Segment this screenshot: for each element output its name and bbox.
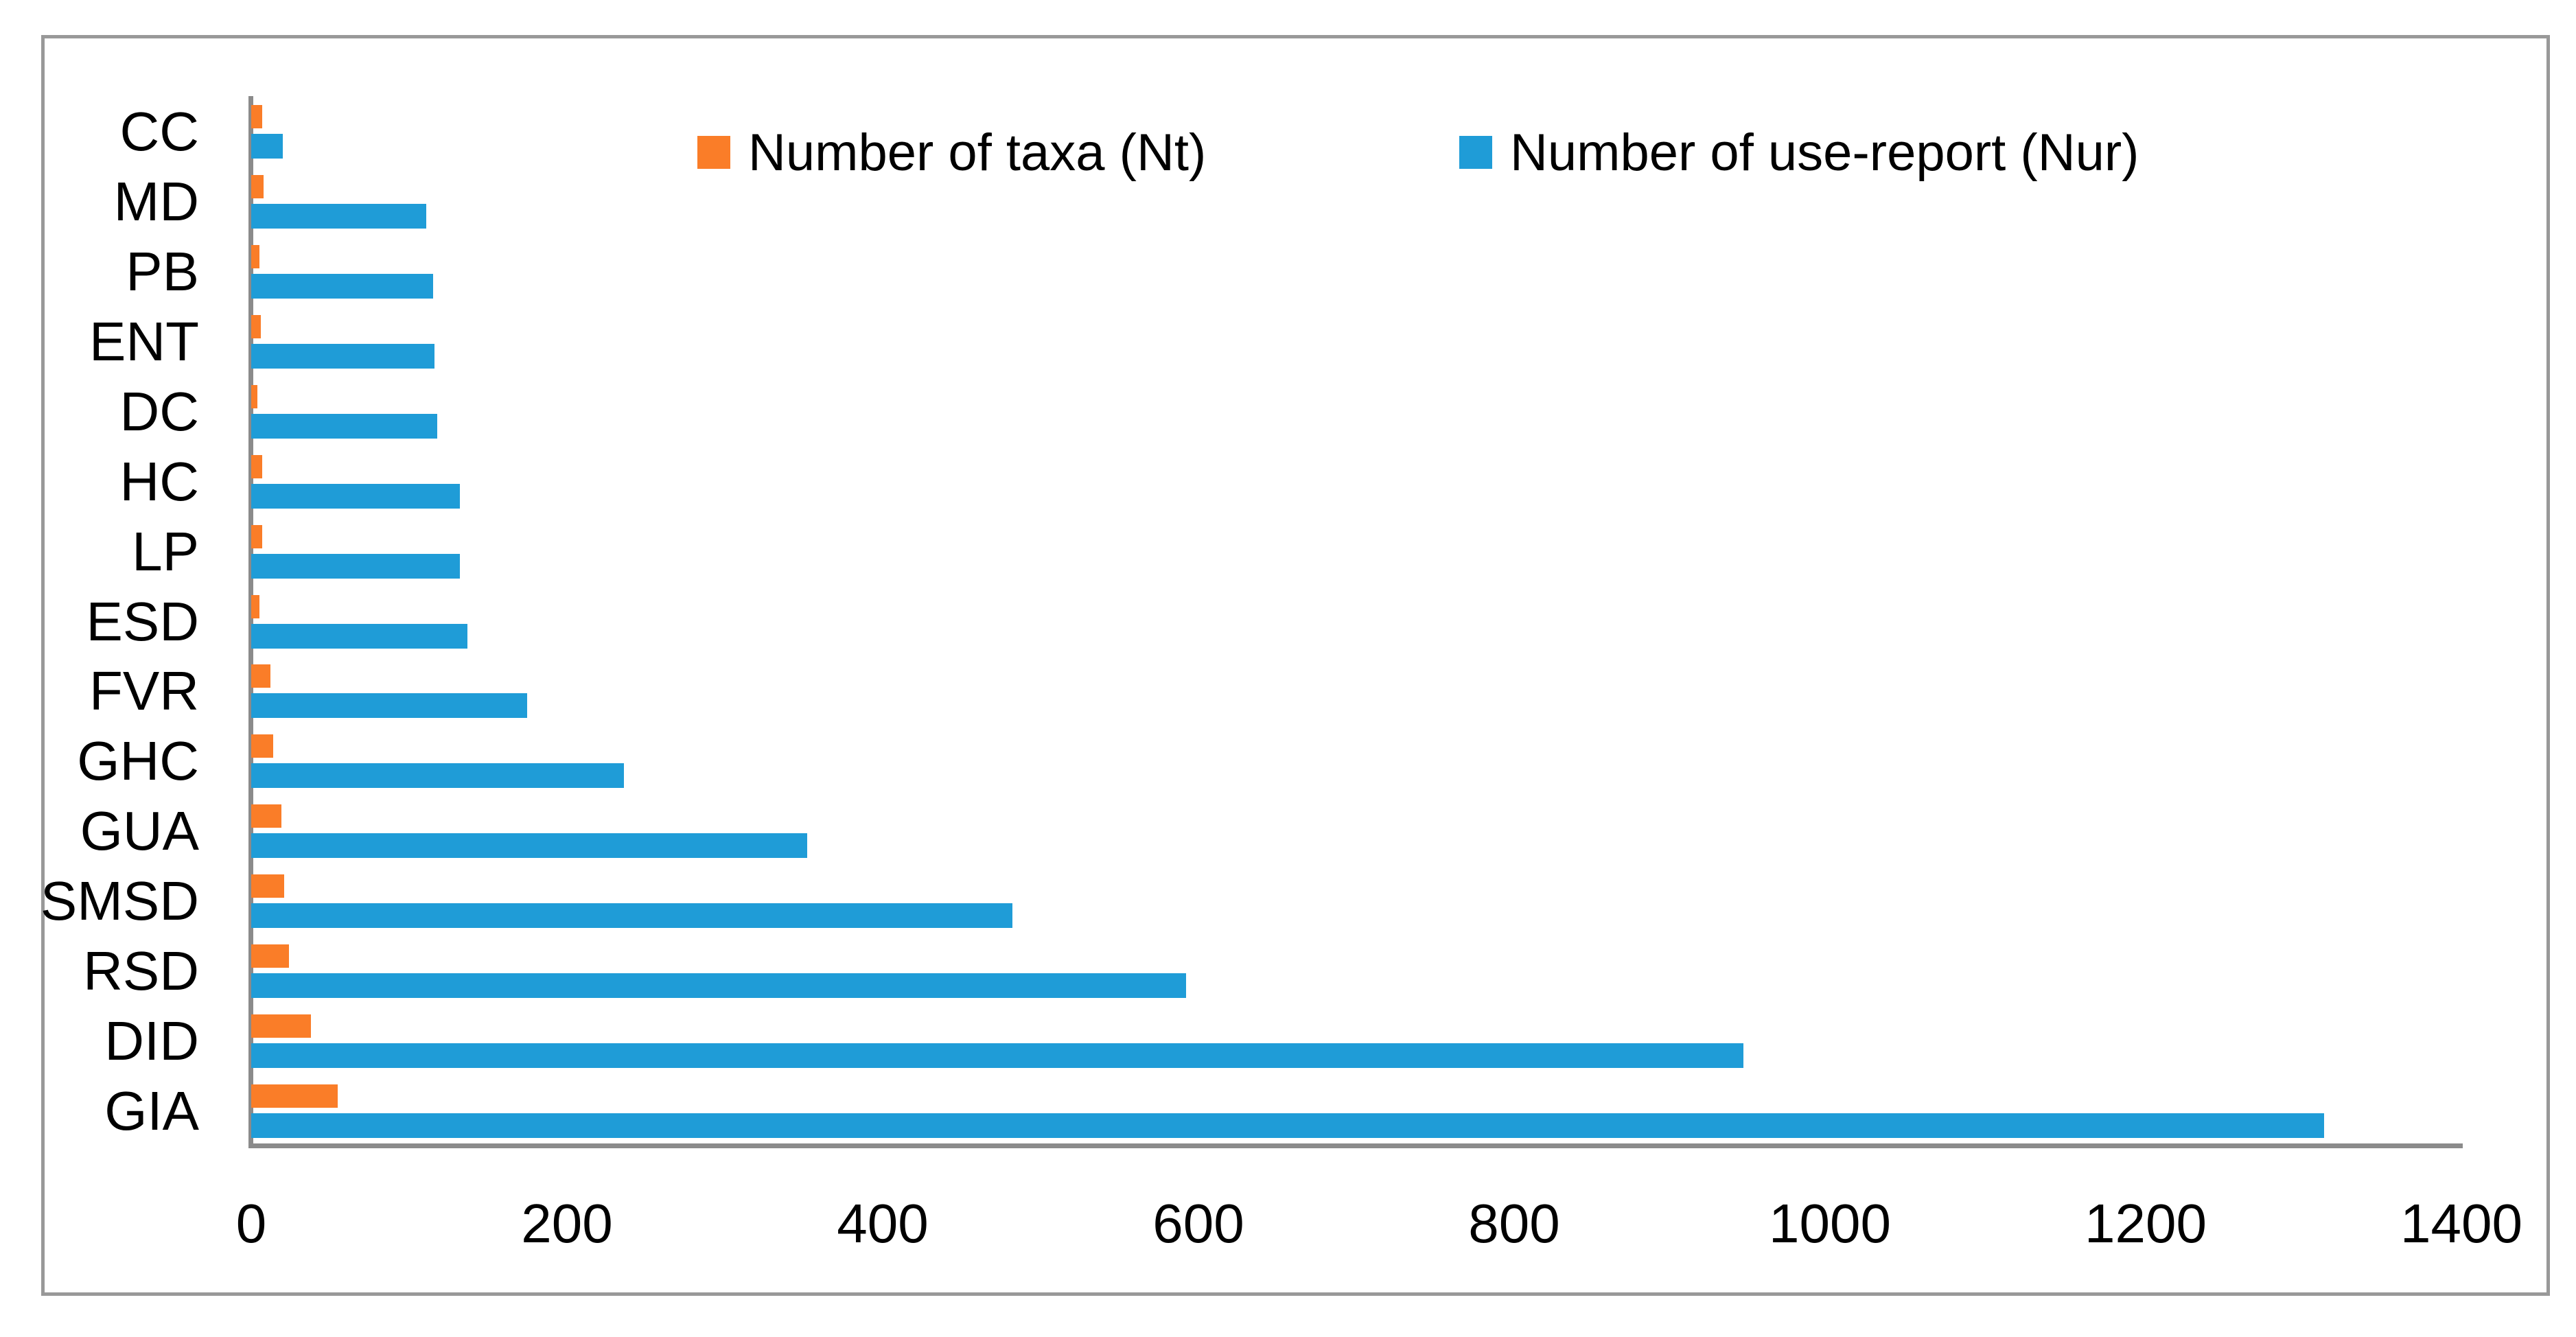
bar-use-report-CC: [251, 134, 283, 159]
bar-use-report-DID: [251, 1043, 1743, 1068]
bar-taxa-DC: [251, 385, 257, 408]
bar-taxa-GIA: [251, 1084, 338, 1108]
category-label-LP: LP: [132, 521, 199, 582]
bar-taxa-DID: [251, 1014, 311, 1038]
category-label-MD: MD: [113, 171, 199, 232]
bar-use-report-SMSD: [251, 903, 1012, 928]
category-label-GIA: GIA: [104, 1080, 199, 1141]
category-label-RSD: RSD: [83, 940, 199, 1001]
category-label-FVR: FVR: [89, 660, 199, 721]
bar-taxa-GHC: [251, 734, 273, 758]
category-label-ENT: ENT: [89, 311, 199, 372]
bar-taxa-SMSD: [251, 874, 284, 898]
bar-use-report-HC: [251, 484, 460, 509]
bar-taxa-PB: [251, 245, 259, 268]
value-tick-1200: 1200: [2085, 1193, 2207, 1254]
bar-use-report-MD: [251, 204, 426, 229]
category-label-PB: PB: [126, 241, 199, 302]
category-label-GUA: GUA: [80, 800, 199, 861]
bar-use-report-DC: [251, 414, 437, 439]
value-axis-line: [248, 1143, 2463, 1148]
value-tick-200: 200: [521, 1193, 613, 1254]
bar-use-report-ESD: [251, 624, 467, 649]
value-tick-800: 800: [1468, 1193, 1560, 1254]
bar-use-report-GIA: [251, 1113, 2324, 1138]
bar-use-report-FVR: [251, 693, 527, 718]
bar-taxa-FVR: [251, 664, 270, 688]
bar-taxa-CC: [251, 105, 262, 128]
bar-use-report-GHC: [251, 763, 624, 788]
legend-swatch-use-report-icon: [1459, 136, 1492, 169]
bar-use-report-PB: [251, 274, 433, 299]
legend-label-use-report: Number of use-report (Nur): [1510, 123, 2139, 182]
value-tick-400: 400: [837, 1193, 929, 1254]
legend-item-use-report: Number of use-report (Nur): [1459, 124, 2139, 182]
legend-label-taxa: Number of taxa (Nt): [748, 123, 1207, 182]
bar-taxa-MD: [251, 175, 264, 198]
legend-item-taxa: Number of taxa (Nt): [697, 124, 1206, 182]
legend-swatch-taxa-icon: [697, 136, 730, 169]
value-tick-600: 600: [1152, 1193, 1244, 1254]
bar-use-report-ENT: [251, 344, 434, 369]
bar-use-report-LP: [251, 554, 460, 579]
category-label-DC: DC: [119, 381, 199, 442]
bar-taxa-RSD: [251, 944, 289, 968]
category-label-CC: CC: [119, 101, 199, 162]
category-label-SMSD: SMSD: [40, 870, 199, 931]
bar-use-report-RSD: [251, 973, 1186, 998]
bar-taxa-ESD: [251, 595, 259, 618]
value-tick-0: 0: [235, 1193, 267, 1254]
bar-taxa-ENT: [251, 315, 261, 338]
bar-use-report-GUA: [251, 833, 807, 858]
category-label-ESD: ESD: [86, 591, 200, 652]
value-tick-1000: 1000: [1769, 1193, 1891, 1254]
category-label-GHC: GHC: [77, 730, 199, 791]
figure-border: [41, 35, 2550, 1296]
category-label-DID: DID: [104, 1010, 199, 1071]
bar-taxa-LP: [251, 525, 262, 548]
category-axis-line: [248, 96, 253, 1148]
category-label-HC: HC: [119, 451, 199, 512]
value-tick-1400: 1400: [2400, 1193, 2522, 1254]
bar-taxa-GUA: [251, 804, 281, 828]
bar-taxa-HC: [251, 455, 262, 478]
